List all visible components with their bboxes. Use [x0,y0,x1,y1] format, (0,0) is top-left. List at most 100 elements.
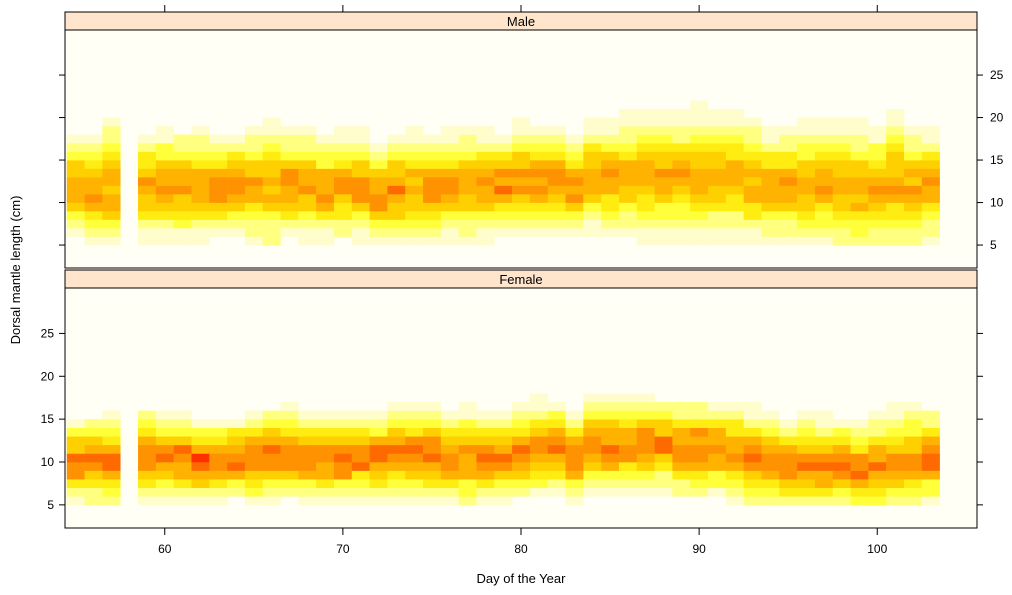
x-tick-label: 100 [867,542,887,556]
heatmap-cell [512,228,531,237]
heatmap-cell [708,444,727,454]
heatmap-cell [102,134,121,144]
heatmap-cell [512,117,531,127]
heatmap-cell [903,160,923,169]
heatmap-cell [423,168,442,178]
heatmap-cell [173,185,192,195]
heatmap-cell [66,444,85,454]
heatmap-cell [440,134,459,144]
heatmap-cell [405,134,424,144]
heatmap-cell [618,117,638,127]
heatmap-cell [654,462,673,471]
heatmap-cell [850,453,869,463]
heatmap-cell [654,211,673,220]
heatmap-cell [84,228,103,237]
heatmap-cell [298,228,317,237]
heatmap-cell [743,436,762,446]
heatmap-cell [209,168,228,178]
heatmap-cell [387,496,406,506]
heatmap-cell [886,126,905,135]
heatmap-cell [618,168,638,178]
heatmap-cell [244,143,264,152]
heatmap-cell [209,228,228,237]
heatmap-cell [743,177,762,186]
heatmap-cell [458,436,477,446]
heatmap-cell [921,134,940,144]
heatmap-cell [387,419,406,429]
heatmap-cell [601,202,620,212]
heatmap-cell [583,185,602,195]
heatmap-cell [369,479,388,489]
heatmap-cell [476,134,495,144]
heatmap-cell [529,402,549,411]
heatmap-cell [84,202,103,212]
heatmap-cell [565,202,584,212]
heatmap-cell [351,479,370,489]
heatmap-cell [262,419,281,429]
heatmap-cell [743,479,762,489]
heatmap-cell [708,134,727,144]
heatmap-cell [191,496,210,506]
heatmap-cell [690,444,709,454]
heatmap-cell [387,427,406,437]
heatmap-cell [280,202,299,212]
heatmap-cell [779,419,798,429]
heatmap-cell [618,402,638,411]
heatmap-cell [565,194,584,203]
heatmap-cell [886,134,905,144]
heatmap-cell [868,496,887,506]
heatmap-cell [886,419,905,429]
heatmap-cell [387,436,406,446]
heatmap-cell [280,427,299,437]
heatmap-cell [583,479,602,489]
heatmap-cell [494,444,513,454]
heatmap-cell [743,211,762,220]
heatmap-cell [725,202,744,212]
heatmap-cell [423,177,442,186]
heatmap-cell [565,479,584,489]
heatmap-cell [654,436,673,446]
heatmap-cell [84,134,103,144]
heatmap-cell [494,427,513,437]
heatmap-cell [512,487,531,497]
heatmap-cell [583,470,602,480]
heatmap-cell [636,160,655,169]
heatmap-cell [512,168,531,178]
heatmap-cell [868,236,887,246]
heatmap-cell [191,462,210,471]
heatmap-cell [814,134,834,144]
heatmap-cell [797,202,816,212]
heatmap-cell [244,202,264,212]
heatmap-cell [601,126,620,135]
heatmap-cell [886,211,905,220]
heatmap-cell [423,444,442,454]
heatmap-cell [850,126,869,135]
heatmap-cell [868,479,887,489]
heatmap-cell [921,453,940,463]
heatmap-cell [601,410,620,420]
heatmap-cell [921,177,940,186]
heatmap-cell [262,134,281,144]
heatmap-cell [797,143,816,152]
y-tick-label: 15 [990,153,1004,167]
heatmap-cell [601,219,620,229]
heatmap-cell [458,211,477,220]
heatmap-cell [173,444,192,454]
strip-label: Female [499,272,542,287]
heatmap-cell [102,126,121,135]
heatmap-cell [494,143,513,152]
heatmap-cell [903,219,923,229]
heatmap-cell [565,462,584,471]
heatmap-cell [476,444,495,454]
heatmap-cell [476,479,495,489]
heatmap-cell [173,168,192,178]
heatmap-cell [209,436,228,446]
heatmap-cell [832,453,851,463]
heatmap-cell [601,143,620,152]
heatmap-cell [66,168,85,178]
heatmap-cell [244,436,264,446]
heatmap-cell [84,419,103,429]
heatmap-cell [138,453,157,463]
heatmap-cell [512,402,531,411]
heatmap-cell [850,211,869,220]
